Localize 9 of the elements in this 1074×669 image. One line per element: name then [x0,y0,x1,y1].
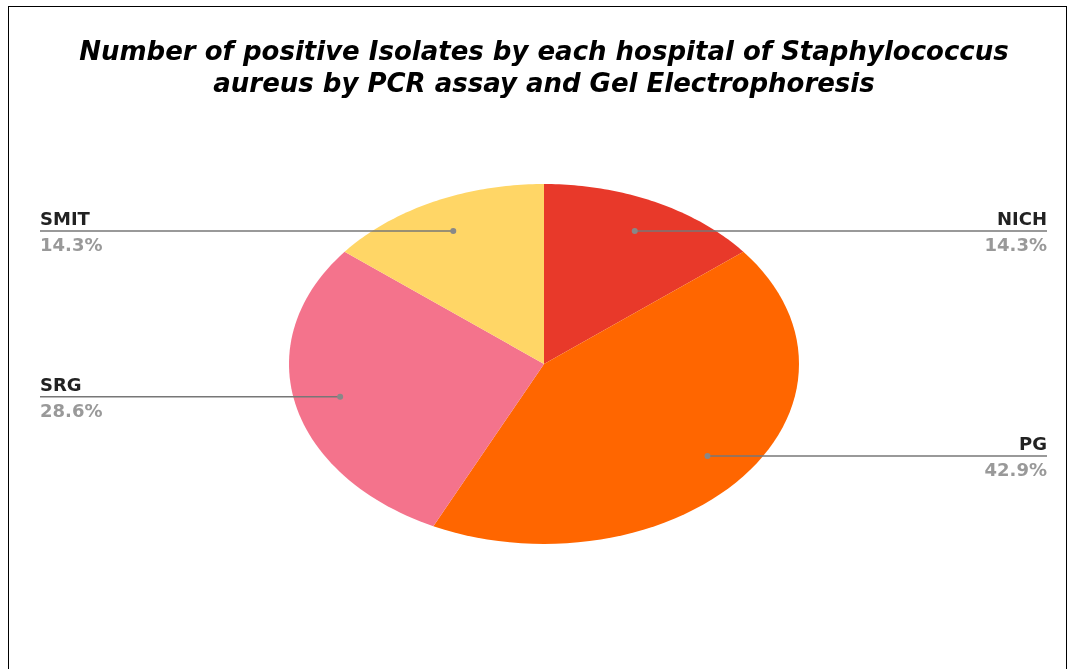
data-label: 28.6% [40,399,103,421]
slice-label: PG [1019,433,1047,455]
data-label: 14.3% [40,234,103,256]
chart-title: Number of positive Isolates by each hospital of Staphylococcus aureus by PCR assay and Gel Electrophoresis [79,36,1009,98]
slice-label: NICH [996,208,1047,230]
slice-label: SRG [40,373,82,395]
slice-label: SMIT [40,208,91,230]
data-label: 42.9% [984,459,1047,481]
data-label: 14.3% [984,234,1047,256]
